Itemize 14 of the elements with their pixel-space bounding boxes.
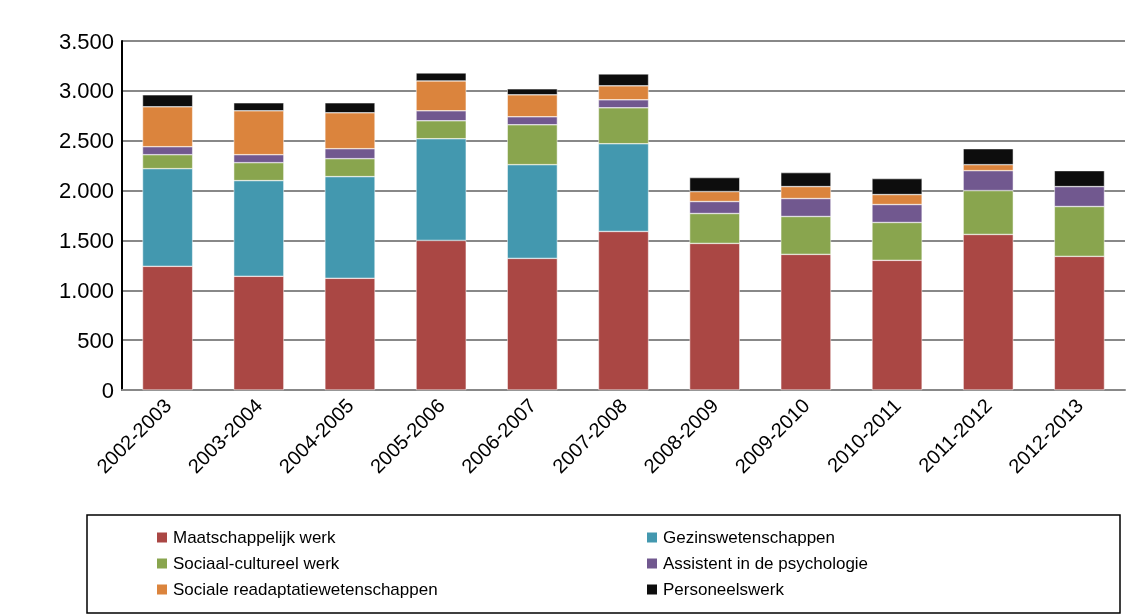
legend-label: Personeelswerk: [663, 580, 785, 599]
y-tick-label: 1.000: [58, 277, 114, 303]
y-tick-label: 3.000: [58, 78, 114, 104]
y-tick-label: 500: [77, 327, 114, 353]
y-tick-label: 2.500: [58, 128, 114, 154]
y-tick-label: 3.500: [58, 28, 114, 54]
y-tick-label: 2.000: [58, 178, 114, 204]
legend-label: Assistent in de psychologie: [663, 554, 869, 573]
y-tick-label: 1.500: [58, 227, 114, 253]
legend-label: Sociaal-cultureel werk: [173, 554, 340, 573]
legend-label: Gezinswetenschappen: [663, 528, 836, 547]
y-tick-label: 0: [101, 377, 114, 403]
legend-label: Sociale readaptatiewetenschappen: [173, 580, 438, 599]
legend-label: Maatschappelijk werk: [173, 528, 337, 547]
